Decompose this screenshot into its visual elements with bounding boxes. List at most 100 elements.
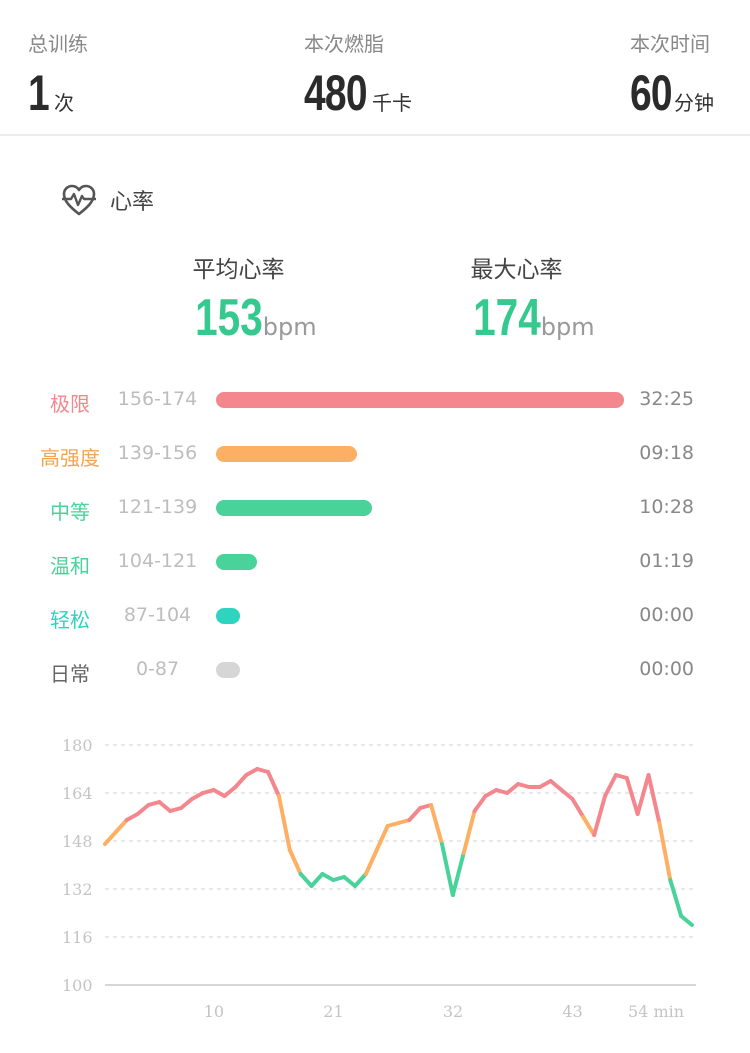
- heart-rate-line-segment: [624, 776, 640, 816]
- total-training-label: 总训练: [28, 32, 88, 56]
- heart-rate-line-segment: [103, 830, 118, 846]
- heart-rate-line-segment: [342, 875, 358, 888]
- zone-bar: [216, 608, 240, 624]
- heart-rate-line-segment: [222, 785, 238, 798]
- y-tick-label: 148: [62, 832, 93, 851]
- calories-burned-unit: 千卡: [372, 91, 412, 115]
- heart-rate-line-segment: [592, 794, 608, 837]
- heart-rate-line-segment: [124, 812, 140, 822]
- calories-burned-value: 480: [304, 65, 368, 121]
- y-tick-label: 100: [62, 976, 93, 995]
- zone-time: 01:19: [639, 550, 694, 572]
- heart-rate-line-segment: [570, 797, 586, 819]
- zone-bar: [216, 392, 624, 408]
- heart-rate-line-segment: [320, 872, 336, 882]
- average-heart-rate-label: 平均心率: [192, 257, 285, 283]
- zone-time: 32:25: [639, 388, 694, 410]
- zone-row-easy: 轻松 87-104 00:00: [0, 596, 750, 636]
- x-tick-label: 21: [323, 1002, 343, 1021]
- zone-row-high-intensity: 高强度 139-156 09:18: [0, 434, 750, 474]
- heart-rate-line-segment: [211, 788, 227, 798]
- y-tick-label: 164: [62, 784, 93, 803]
- calories-burned-label: 本次燃脂: [304, 32, 384, 56]
- heart-rate-line-segment: [505, 782, 521, 795]
- heart-rate-line-segment: [537, 779, 553, 789]
- calories-burned-stat: 本次燃脂 480 千卡: [304, 30, 412, 122]
- x-tick-label: 43: [562, 1002, 582, 1021]
- heart-rate-line-segment: [287, 848, 303, 876]
- heart-rate-line-segment: [657, 821, 673, 882]
- total-training-unit: 次: [54, 91, 74, 115]
- session-time-unit: 分钟: [674, 91, 714, 115]
- zone-name: 轻松: [50, 608, 90, 632]
- zone-name: 日常: [50, 662, 90, 686]
- zone-name: 中等: [50, 500, 90, 524]
- heart-rate-line-segment: [646, 773, 662, 825]
- x-tick-label: 10: [204, 1002, 224, 1021]
- heart-rate-line-segment: [244, 767, 260, 777]
- heart-rate-line-segment: [483, 788, 499, 798]
- heart-rate-line-segment: [548, 779, 564, 792]
- zone-range: 0-87: [135, 658, 180, 680]
- zone-bar: [216, 554, 257, 570]
- y-tick-label: 132: [62, 880, 93, 899]
- max-heart-rate: 最大心率 174bpm: [454, 250, 595, 348]
- y-tick-label: 180: [62, 736, 93, 755]
- zone-range: 121-139: [117, 496, 198, 518]
- heart-rate-chart: 180 164 148 132 116 100 10 21 32 43 54 min: [0, 725, 750, 1049]
- session-time-value: 60: [630, 65, 673, 121]
- average-heart-rate: 平均心率 153bpm: [176, 250, 317, 348]
- heart-rate-line-segment: [353, 872, 368, 888]
- x-tick-label: 32: [443, 1002, 463, 1021]
- heart-rate-line-segment: [668, 878, 684, 918]
- heart-rate-section-header: 心率: [60, 180, 154, 220]
- heart-rate-line-segment: [635, 773, 651, 816]
- heart-rate-line-segment: [309, 872, 325, 888]
- heart-rate-line-segment: [439, 842, 455, 897]
- heart-rate-line-segment: [113, 818, 129, 834]
- zone-name: 高强度: [40, 446, 100, 470]
- session-time-label: 本次时间: [630, 32, 710, 56]
- total-training-value: 1: [28, 65, 50, 121]
- average-heart-rate-value: 153: [195, 289, 263, 347]
- zone-row-gentle: 温和 104-121 01:19: [0, 542, 750, 582]
- session-time-stat: 本次时间 60 分钟: [630, 30, 714, 122]
- zone-range: 139-156: [117, 442, 198, 464]
- heart-rate-line-segment: [461, 809, 477, 855]
- zone-row-daily: 日常 0-87 00:00: [0, 650, 750, 690]
- zone-range: 156-174: [117, 388, 198, 410]
- heart-rate-line-segment: [276, 794, 292, 852]
- zone-time: 10:28: [639, 496, 694, 518]
- zone-range: 104-121: [117, 550, 198, 572]
- heart-rate-line-segment: [559, 788, 575, 801]
- zone-name: 极限: [50, 392, 90, 416]
- zone-bar: [216, 500, 372, 516]
- heart-rate-line-segment: [135, 803, 151, 816]
- heart-rate-line-segment: [603, 773, 618, 798]
- x-tick-label: 54 min: [628, 1002, 684, 1021]
- y-tick-label: 116: [62, 928, 93, 947]
- zone-time: 00:00: [639, 658, 694, 680]
- heart-rate-line-segment: [233, 773, 249, 789]
- heart-rate-line-chart: 180 164 148 132 116 100 10 21 32 43 54 min: [62, 736, 696, 1021]
- heart-rate-line-segment: [581, 815, 597, 837]
- zone-row-moderate: 中等 121-139 10:28: [0, 488, 750, 528]
- heart-rate-line-segment: [298, 872, 314, 888]
- zone-row-limit: 极限 156-174 32:25: [0, 380, 750, 420]
- zone-bar: [216, 446, 357, 462]
- heart-rate-line-segment: [679, 914, 694, 927]
- heart-rate-line-segment: [472, 794, 488, 813]
- zone-time: 09:18: [639, 442, 694, 464]
- heart-rate-line-segment: [266, 770, 281, 798]
- zone-time: 00:00: [639, 604, 694, 626]
- heart-rate-line-segment: [450, 851, 466, 897]
- average-heart-rate-unit: bpm: [262, 313, 317, 341]
- zone-range: 87-104: [123, 604, 192, 626]
- heart-rate-line-segment: [374, 824, 390, 852]
- heart-rate-line-segment: [363, 848, 379, 876]
- zone-bar: [216, 662, 240, 678]
- zone-name: 温和: [50, 554, 90, 578]
- heart-pulse-icon: [62, 184, 96, 216]
